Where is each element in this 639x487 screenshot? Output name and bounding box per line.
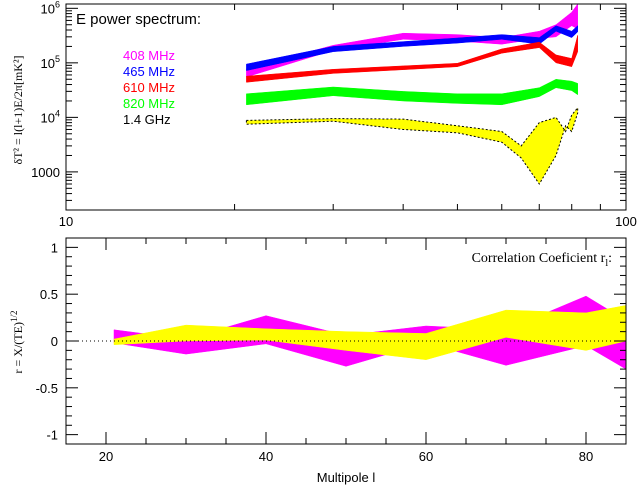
- power-spectrum-ylabel: δT² = l(l+1)E/2π[mK²]: [11, 55, 25, 164]
- band-1-4-ghz: [245, 106, 579, 185]
- x-tick-label: 80: [579, 449, 593, 464]
- correlation-xlabel: Multipole l: [317, 470, 376, 485]
- legend-item: 820 MHz: [123, 96, 175, 111]
- correlation-panel: 20 40 60 80 1 0.5 0 -0.5 -1 Correlation Coeficie…: [9, 237, 627, 485]
- band-465-mhz: [246, 25, 578, 71]
- x-tick-label: 60: [419, 449, 433, 464]
- y-tick-label: -0.5: [36, 381, 58, 396]
- y-tick-label: 0.5: [40, 287, 58, 302]
- x-tick-label: 100: [615, 214, 637, 229]
- correlation-ylabel: r = X/(TE)1/2: [9, 311, 25, 374]
- legend-item: 610 MHz: [123, 80, 175, 95]
- power-spectrum-title: E power spectrum:: [76, 11, 201, 28]
- x-tick-label: 20: [99, 449, 113, 464]
- y-tick-label: 105: [41, 54, 60, 71]
- x-tick-label: 10: [59, 214, 73, 229]
- correlation-title: Correlation Coeficient rl:: [472, 251, 612, 269]
- band-820-mhz: [246, 79, 578, 106]
- correlation-bands: [113, 295, 627, 370]
- y-tick-label: 104: [41, 108, 60, 125]
- correlation-frame: [65, 237, 627, 445]
- y-tick-label: 1000: [31, 165, 60, 180]
- x-tick-label: 40: [259, 449, 273, 464]
- legend-item: 465 MHz: [123, 64, 175, 79]
- power-spectrum-bands: [245, 3, 579, 185]
- y-tick-label: 106: [41, 0, 60, 16]
- legend-item: 408 MHz: [123, 48, 175, 63]
- power-spectrum-ticks: 10 100 1000 104 105 106: [31, 0, 637, 229]
- y-tick-label: 0: [51, 334, 58, 349]
- power-spectrum-frame: [65, 3, 627, 211]
- y-tick-label: 1: [51, 240, 58, 255]
- power-spectrum-panel: 10 100 1000 104 105 106 E power spectrum: 408…: [11, 0, 637, 229]
- band-610-mhz: [246, 35, 578, 83]
- y-tick-label: -1: [46, 428, 58, 443]
- legend-item: 1.4 GHz: [123, 112, 171, 127]
